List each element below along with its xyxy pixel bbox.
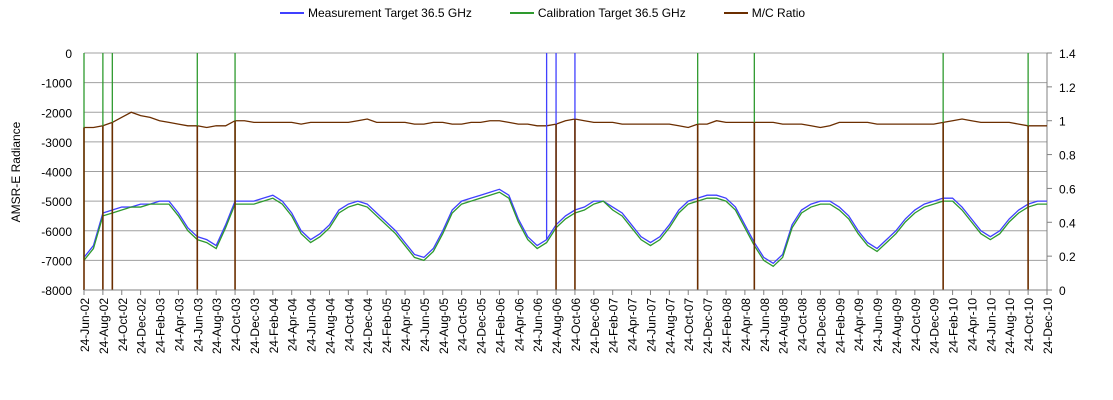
x-tick-label: 24-Jun-07: [644, 298, 658, 352]
legend-label: M/C Ratio: [751, 6, 806, 20]
y2-tick-label: 0.4: [1059, 216, 1076, 230]
x-tick-label: 24-Oct-08: [796, 298, 810, 352]
x-tick-label: 24-Apr-07: [626, 298, 640, 352]
x-tick-label: 24-Dec-02: [135, 298, 149, 354]
x-tick-label: 24-Aug-06: [550, 298, 564, 354]
legend-label: Calibration Target 36.5 GHz: [537, 6, 686, 20]
y2-tick-label: 0.8: [1059, 149, 1076, 163]
x-tick-label: 24-Oct-03: [229, 298, 243, 352]
legend-label: Measurement Target 36.5 GHz: [308, 6, 472, 20]
legend-item-ratio: M/C Ratio: [723, 6, 806, 20]
x-tick-label: 24-Aug-05: [437, 298, 451, 354]
x-tick-label: 24-Jun-06: [531, 298, 545, 352]
x-tick-label: 24-Aug-09: [890, 298, 904, 354]
y-tick-label: -2000: [41, 106, 72, 120]
x-tick-label: 24-Apr-04: [286, 298, 300, 352]
x-tick-label: 24-Feb-03: [154, 298, 168, 354]
x-tick-label: 24-Apr-09: [852, 298, 866, 352]
x-tick-label: 24-Feb-08: [720, 298, 734, 354]
x-tick-label: 24-Dec-05: [475, 298, 489, 354]
x-tick-label: 24-Feb-09: [833, 298, 847, 354]
legend-swatch-calibration: [509, 12, 534, 14]
x-tick-label: 24-Apr-03: [172, 298, 186, 352]
calibration-line: [83, 191, 1047, 268]
x-tick-label: 24-Dec-10: [1041, 298, 1055, 354]
y-tick-label: -6000: [41, 225, 72, 239]
x-tick-label: 24-Oct-04: [342, 298, 356, 352]
x-tick-label: 24-Dec-06: [588, 298, 602, 354]
y2-tick-label: 0.6: [1059, 182, 1076, 196]
y-tick-label: -7000: [41, 254, 72, 268]
x-tick-label: 24-Oct-05: [456, 298, 470, 352]
x-tick-label: 24-Oct-02: [116, 298, 130, 352]
x-tick-label: 24-Aug-03: [210, 298, 224, 354]
legend-swatch-ratio: [723, 12, 748, 14]
x-tick-label: 24-Aug-10: [1003, 298, 1017, 354]
y-tick-label: -5000: [41, 195, 72, 209]
x-tick-label: 24-Feb-10: [947, 298, 961, 354]
legend: Measurement Target 36.5 GHz Calibration …: [280, 6, 805, 20]
y2-tick-label: 0.2: [1059, 250, 1076, 264]
x-tick-label: 24-Aug-08: [777, 298, 791, 354]
x-tick-label: 24-Aug-07: [663, 298, 677, 354]
y-tick-label: 0: [65, 47, 72, 61]
x-tick-label: 24-Jun-05: [418, 298, 432, 352]
x-tick-label: 24-Oct-09: [909, 298, 923, 352]
measurement-line: [83, 188, 1047, 265]
y-tick-label: -4000: [41, 166, 72, 180]
x-tick-label: 24-Jun-09: [871, 298, 885, 352]
x-tick-label: 24-Apr-10: [965, 298, 979, 352]
x-tick-label: 24-Feb-04: [267, 298, 281, 354]
x-tick-label: 24-Jun-04: [305, 298, 319, 352]
x-tick-label: 24-Dec-09: [928, 298, 942, 354]
x-tick-label: 24-Oct-07: [682, 298, 696, 352]
x-tick-label: 24-Oct-06: [569, 298, 583, 352]
y-axis-label: AMSR-E Radiance: [9, 121, 23, 222]
legend-item-measurement: Measurement Target 36.5 GHz: [280, 6, 472, 20]
x-tick-label: 24-Dec-07: [701, 298, 715, 354]
legend-item-calibration: Calibration Target 36.5 GHz: [509, 6, 686, 20]
y2-tick-label: 1.2: [1059, 81, 1076, 95]
x-tick-label: 24-Dec-04: [361, 298, 375, 354]
x-tick-label: 24-Apr-05: [399, 298, 413, 352]
y-tick-label: -8000: [41, 284, 72, 298]
y-tick-label: -1000: [41, 77, 72, 91]
x-tick-label: 24-Jun-03: [191, 298, 205, 352]
y2-tick-label: 0: [1059, 284, 1066, 298]
x-tick-label: 24-Apr-06: [512, 298, 526, 352]
x-tick-label: 24-Aug-02: [97, 298, 111, 354]
legend-swatch-measurement: [280, 12, 304, 14]
x-tick-label: 24-Oct-10: [1022, 298, 1036, 352]
y2-tick-label: 1: [1059, 115, 1066, 129]
x-tick-label: 24-Feb-07: [607, 298, 621, 354]
x-tick-label: 24-Dec-03: [248, 298, 262, 354]
ratio-line: [84, 111, 1047, 129]
x-tick-label: 24-Dec-08: [814, 298, 828, 354]
x-tick-label: 24-Apr-08: [739, 298, 753, 352]
x-tick-label: 24-Feb-06: [493, 298, 507, 354]
y2-tick-label: 1.4: [1059, 47, 1076, 61]
x-tick-label: 24-Aug-04: [323, 298, 337, 354]
x-tick-label: 24-Feb-05: [380, 298, 394, 354]
y-tick-label: -3000: [41, 136, 72, 150]
x-tick-label: 24-Jun-02: [78, 298, 92, 352]
x-tick-label: 24-Jun-10: [984, 298, 998, 352]
x-tick-label: 24-Jun-08: [758, 298, 772, 352]
